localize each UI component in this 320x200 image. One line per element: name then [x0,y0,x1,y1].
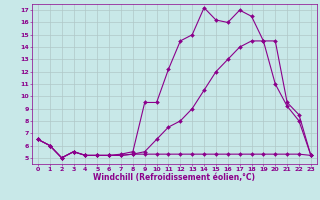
X-axis label: Windchill (Refroidissement éolien,°C): Windchill (Refroidissement éolien,°C) [93,173,255,182]
